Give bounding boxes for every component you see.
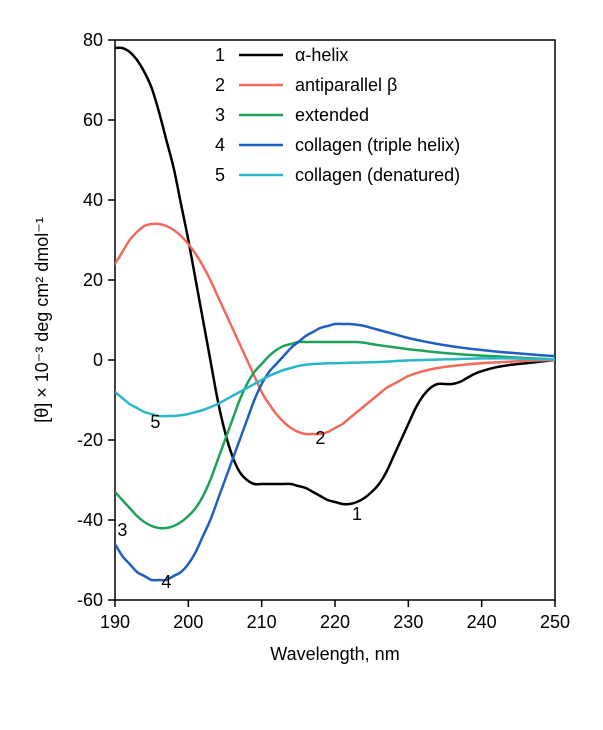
x-tick-label: 250 (540, 612, 570, 632)
legend-label: collagen (triple helix) (295, 135, 460, 155)
x-tick-label: 200 (173, 612, 203, 632)
y-tick-label: -40 (77, 510, 103, 530)
x-axis-label: Wavelength, nm (270, 644, 399, 664)
y-tick-label: -60 (77, 590, 103, 610)
y-tick-label: 40 (83, 190, 103, 210)
legend-num: 2 (215, 75, 225, 95)
legend-label: α-helix (295, 45, 348, 65)
chart-svg: 190 200 210 220 230 240 250 -60 -40 -20 0 20 40 60 80 W… (20, 20, 580, 710)
curve-label-extended: 3 (117, 520, 127, 540)
x-tick-label: 220 (320, 612, 350, 632)
curve-label-collagen-triple: 4 (161, 572, 171, 592)
legend-label: antiparallel β (295, 75, 397, 95)
y-tick-label: -20 (77, 430, 103, 450)
x-tick-label: 190 (100, 612, 130, 632)
x-tick-label: 230 (393, 612, 423, 632)
y-tick-label: 60 (83, 110, 103, 130)
legend-label: extended (295, 105, 369, 125)
legend-label: collagen (denatured) (295, 165, 460, 185)
curve-label-alpha-helix: 1 (352, 504, 362, 524)
legend-num: 5 (215, 165, 225, 185)
y-tick-label: 80 (83, 30, 103, 50)
y-tick-label: 0 (93, 350, 103, 370)
x-tick-label: 210 (247, 612, 277, 632)
y-tick-label: 20 (83, 270, 103, 290)
curve-label-collagen-denatured: 5 (150, 412, 160, 432)
curve-label-antiparallel-beta: 2 (315, 428, 325, 448)
legend-num: 4 (215, 135, 225, 155)
legend-num: 3 (215, 105, 225, 125)
x-tick-label: 240 (467, 612, 497, 632)
y-axis-label: [θ] × 10⁻³ deg cm² dmol⁻¹ (32, 217, 52, 423)
cd-spectra-chart: 190 200 210 220 230 240 250 -60 -40 -20 0 20 40 60 80 W… (20, 20, 580, 710)
legend-num: 1 (215, 45, 225, 65)
